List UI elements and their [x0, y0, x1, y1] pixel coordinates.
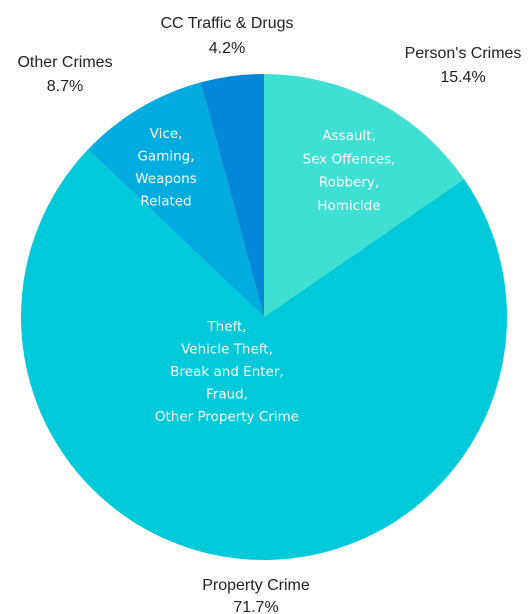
pie-slice-cc-traffic-drugs — [200, 74, 264, 317]
inner-label-line: Vice, — [150, 126, 183, 142]
pie-slice-other-crimes — [87, 82, 264, 317]
pie-slices — [21, 74, 508, 561]
inner-label-line: Sex Offences, — [303, 151, 396, 167]
slice-name-label-property-crime: Property Crime — [202, 577, 310, 594]
inner-label-line: Fraud, — [206, 387, 248, 403]
slice-name-label-cc-traffic-drugs: CC Traffic & Drugs — [160, 15, 293, 32]
pie-slice-persons-crimes — [264, 74, 465, 317]
inner-label-other-crimes: Vice, Gaming, Weapons Related — [135, 126, 197, 210]
slice-value-label-persons-crimes: 15.4% — [440, 69, 485, 86]
slice-value-label-property-crime: 71.7% — [233, 599, 278, 614]
pie-slice-property-crime — [21, 149, 508, 561]
inner-label-line: Related — [140, 194, 191, 210]
inner-label-property-crime: Theft, Vehicle Theft, Break and Enter, Frau… — [155, 319, 299, 425]
inner-label-persons-crimes: Assault, Sex Offences, Robbery, Homicide — [303, 128, 396, 214]
inner-label-line: Weapons — [135, 171, 197, 187]
inner-label-line: Break and Enter, — [170, 364, 283, 380]
inner-labels: Assault, Sex Offences, Robbery, Homicide The… — [135, 126, 395, 425]
inner-label-line: Theft, — [206, 319, 246, 335]
inner-label-line: Robbery, — [319, 175, 379, 191]
inner-label-line: Vehicle Theft, — [181, 342, 273, 358]
slice-value-label-cc-traffic-drugs: 4.2% — [209, 40, 245, 57]
inner-label-line: Gaming, — [137, 149, 194, 165]
outer-labels: Person's Crimes 15.4% Property Crime 71.7% O… — [17, 15, 521, 614]
inner-label-line: Homicide — [317, 198, 380, 214]
inner-label-line: Assault, — [322, 128, 375, 144]
slice-value-label-other-crimes: 8.7% — [47, 78, 83, 95]
slice-name-label-other-crimes: Other Crimes — [17, 54, 112, 71]
slice-name-label-persons-crimes: Person's Crimes — [405, 45, 522, 62]
inner-label-line: Other Property Crime — [155, 409, 299, 425]
